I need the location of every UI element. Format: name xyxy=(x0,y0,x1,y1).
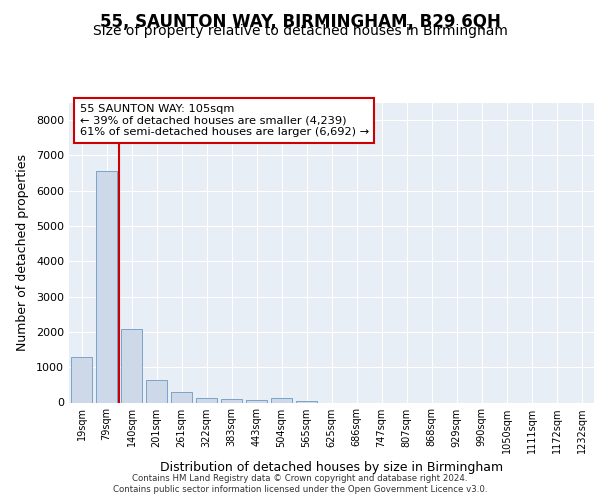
Text: 55 SAUNTON WAY: 105sqm
← 39% of detached houses are smaller (4,239)
61% of semi-: 55 SAUNTON WAY: 105sqm ← 39% of detached… xyxy=(79,104,368,137)
Bar xyxy=(296,400,317,402)
Text: 55, SAUNTON WAY, BIRMINGHAM, B29 6QH: 55, SAUNTON WAY, BIRMINGHAM, B29 6QH xyxy=(100,12,500,30)
Bar xyxy=(246,400,267,402)
Y-axis label: Number of detached properties: Number of detached properties xyxy=(16,154,29,351)
Bar xyxy=(271,398,292,402)
Text: Size of property relative to detached houses in Birmingham: Size of property relative to detached ho… xyxy=(92,24,508,38)
X-axis label: Distribution of detached houses by size in Birmingham: Distribution of detached houses by size … xyxy=(160,461,503,474)
Text: Contains HM Land Registry data © Crown copyright and database right 2024.
Contai: Contains HM Land Registry data © Crown c… xyxy=(113,474,487,494)
Bar xyxy=(146,380,167,402)
Bar xyxy=(96,172,117,402)
Bar xyxy=(71,356,92,403)
Bar xyxy=(196,398,217,402)
Bar xyxy=(121,330,142,402)
Bar xyxy=(171,392,192,402)
Bar xyxy=(221,399,242,402)
